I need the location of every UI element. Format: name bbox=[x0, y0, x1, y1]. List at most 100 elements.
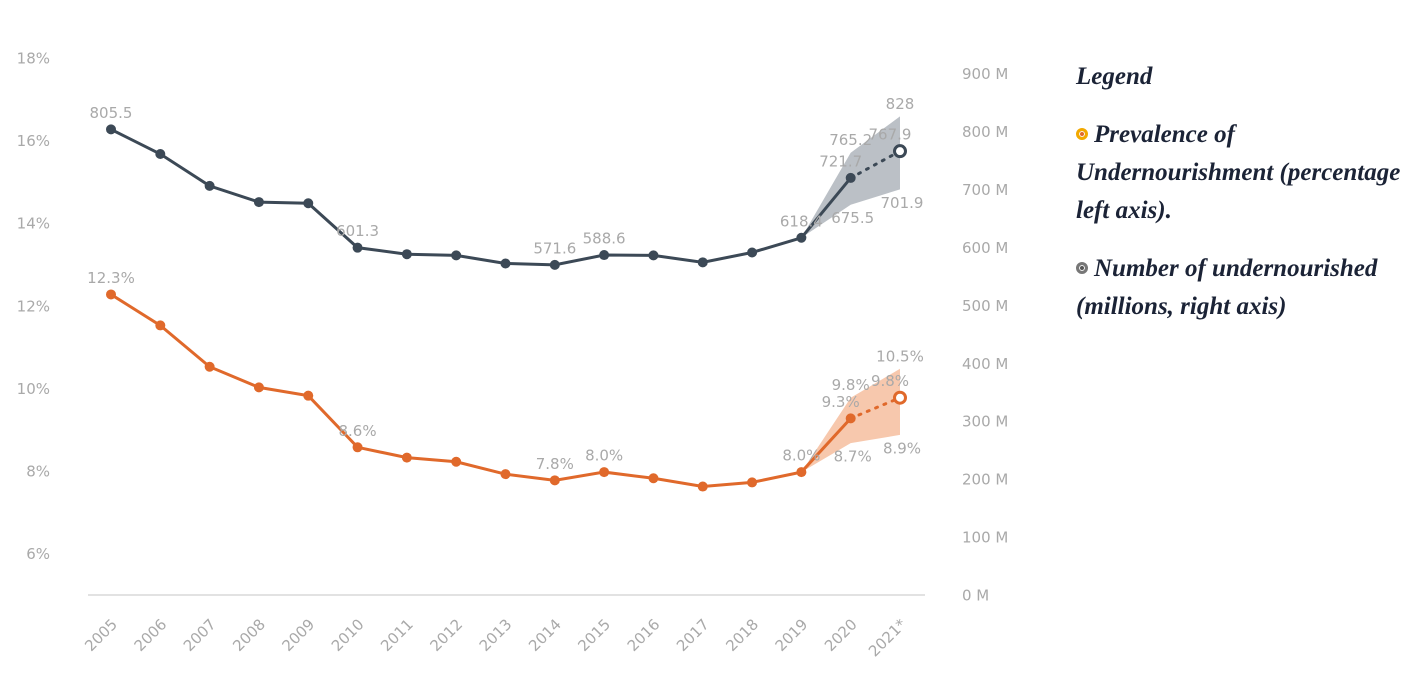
point bbox=[155, 149, 166, 160]
point bbox=[697, 257, 708, 268]
x-tick-label: 2012 bbox=[426, 615, 466, 655]
point bbox=[893, 144, 907, 159]
value-label: 8.0% bbox=[585, 447, 623, 465]
value-label: 9.3% bbox=[822, 393, 860, 411]
lower-label: 8.9% bbox=[883, 439, 921, 457]
y-tick-label: 12% bbox=[17, 297, 50, 315]
y2-tick-label: 100 M bbox=[962, 529, 1008, 547]
value-label: 12.3% bbox=[87, 269, 135, 287]
y2-tick-label: 700 M bbox=[962, 181, 1008, 199]
x-tick-label: 2017 bbox=[673, 615, 713, 655]
point bbox=[845, 172, 856, 183]
x-tick-label: 2007 bbox=[180, 615, 220, 655]
point bbox=[204, 180, 215, 191]
y-tick-label: 6% bbox=[26, 545, 50, 563]
point bbox=[155, 320, 166, 331]
value-label: 601.3 bbox=[336, 222, 379, 240]
y2-tick-label: 0 M bbox=[962, 587, 989, 605]
value-label: 9.8% bbox=[871, 372, 909, 390]
point bbox=[451, 250, 462, 261]
x-tick-label: 2015 bbox=[574, 615, 614, 655]
x-tick-label: 2009 bbox=[279, 615, 319, 655]
point bbox=[106, 289, 116, 300]
x-tick-label: 2014 bbox=[525, 615, 565, 655]
point bbox=[352, 442, 363, 453]
point bbox=[599, 250, 610, 261]
y2-tick-label: 800 M bbox=[962, 123, 1008, 141]
y2-tick-label: 500 M bbox=[962, 297, 1008, 315]
legend-items: Prevalence of Undernourishment (percenta… bbox=[1076, 116, 1411, 326]
lower-label: 8.7% bbox=[834, 448, 872, 466]
legend: Legend Prevalence of Undernourishment (p… bbox=[1076, 58, 1411, 326]
lower-label: 701.9 bbox=[881, 194, 924, 212]
x-tick-label: 2011 bbox=[377, 615, 417, 655]
legend-marker bbox=[1076, 128, 1088, 140]
point bbox=[747, 247, 758, 258]
x-tick-label: 2019 bbox=[772, 615, 812, 655]
value-label: 7.8% bbox=[536, 455, 574, 473]
point bbox=[796, 232, 807, 243]
legend-label: Prevalence of Undernourishment (percenta… bbox=[1076, 121, 1401, 224]
point bbox=[697, 481, 708, 492]
value-label: 767.9 bbox=[869, 126, 912, 144]
y2-tick-label: 600 M bbox=[962, 239, 1008, 257]
y-tick-label: 16% bbox=[17, 132, 50, 150]
value-label: 571.6 bbox=[533, 239, 576, 257]
y-tick-label: 8% bbox=[26, 463, 50, 481]
point bbox=[352, 242, 363, 253]
upper-label: 9.8% bbox=[832, 376, 870, 394]
point bbox=[253, 197, 264, 208]
point bbox=[648, 473, 659, 484]
point bbox=[747, 477, 758, 488]
point bbox=[303, 198, 314, 209]
upper-label: 10.5% bbox=[876, 347, 924, 365]
value-label: 8.6% bbox=[339, 422, 377, 440]
point bbox=[204, 361, 215, 372]
point bbox=[796, 467, 807, 478]
x-tick-label: 2020 bbox=[821, 615, 861, 655]
legend-title: Legend bbox=[1076, 63, 1153, 90]
upper-label: 828 bbox=[886, 95, 915, 113]
chart: 6% 8% 10% 12% 14% 16% 18% 0 M 100 M 200 M 300 M 400… bbox=[17, 50, 1009, 661]
projected-line bbox=[849, 396, 902, 420]
point bbox=[303, 390, 314, 401]
point bbox=[648, 250, 659, 261]
point bbox=[549, 259, 560, 270]
y2-tick-label: 400 M bbox=[962, 355, 1008, 373]
value-label: 618.4 bbox=[780, 212, 823, 230]
y2-tick-label: 900 M bbox=[962, 65, 1008, 83]
x-tick-label: 2005 bbox=[81, 615, 121, 655]
x-tick-label: 2021* bbox=[865, 615, 910, 660]
point bbox=[253, 382, 264, 393]
line bbox=[110, 128, 852, 267]
value-label: 8.0% bbox=[782, 447, 820, 465]
x-tick-label: 2010 bbox=[328, 615, 368, 655]
upper-label: 765.2 bbox=[829, 131, 872, 149]
legend-item: Prevalence of Undernourishment (percenta… bbox=[1076, 116, 1411, 230]
value-label: 721.7 bbox=[819, 152, 862, 170]
point bbox=[401, 249, 412, 260]
point bbox=[599, 467, 610, 478]
y-tick-label: 18% bbox=[17, 50, 50, 68]
y-tick-label: 10% bbox=[17, 380, 50, 398]
x-tick-label: 2013 bbox=[476, 615, 516, 655]
value-label: 588.6 bbox=[583, 230, 626, 248]
point bbox=[500, 469, 511, 480]
projected-line bbox=[849, 149, 902, 180]
x-tick-label: 2016 bbox=[624, 615, 664, 655]
point bbox=[549, 475, 560, 486]
legend-item: Number of undernourished (millions, righ… bbox=[1076, 250, 1411, 326]
x-tick-label: 2008 bbox=[229, 615, 269, 655]
y-tick-label: 14% bbox=[17, 215, 50, 233]
x-tick-label: 2018 bbox=[722, 615, 762, 655]
legend-marker bbox=[1076, 262, 1088, 274]
point bbox=[451, 456, 462, 467]
x-tick-label: 2006 bbox=[131, 615, 171, 655]
point bbox=[893, 390, 907, 405]
lower-label: 675.5 bbox=[831, 209, 874, 227]
legend-label: Number of undernourished (millions, righ… bbox=[1076, 255, 1378, 320]
point bbox=[500, 258, 511, 269]
y2-tick-label: 200 M bbox=[962, 471, 1008, 489]
value-label: 805.5 bbox=[90, 104, 133, 122]
